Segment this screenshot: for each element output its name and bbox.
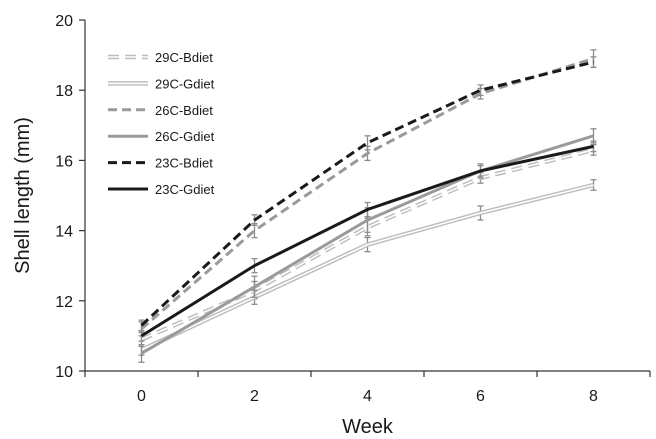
y-tick-label: 18 (55, 83, 73, 100)
legend-item: 23C-Bdiet (108, 156, 213, 171)
series-line (140, 134, 594, 355)
y-tick-label: 14 (55, 224, 73, 241)
x-tick-label: 2 (250, 388, 259, 405)
y-tick-label: 12 (55, 294, 73, 311)
series-line (140, 60, 594, 327)
series-line-inner (141, 184, 594, 351)
legend: 29C-Bdiet 29C-Gdiet 26C-Bdiet 26C-Gdiet 23C-… (108, 50, 215, 197)
x-tick-label: 4 (363, 388, 372, 405)
legend-label: 29C-Bdiet (155, 50, 213, 65)
legend-item: 26C-Gdiet (108, 129, 215, 144)
x-tick-label: 6 (476, 388, 485, 405)
x-tick-label: 0 (137, 388, 146, 405)
y-tick-label: 10 (55, 364, 73, 381)
legend-label: 23C-Bdiet (155, 156, 213, 171)
legend-item: 23C-Gdiet (108, 182, 215, 197)
legend-label: 29C-Gdiet (155, 76, 215, 91)
series-layer (138, 49, 597, 363)
legend-item: 26C-Bdiet (108, 103, 213, 118)
y-tick-label: 20 (55, 13, 73, 30)
legend-label: 23C-Gdiet (155, 182, 215, 197)
x-tick-label: 8 (589, 388, 598, 405)
legend-label: 26C-Gdiet (155, 129, 215, 144)
x-axis-title: Week (342, 416, 394, 438)
legend-item: 29C-Gdiet (108, 76, 215, 91)
axes (84, 20, 650, 372)
series-line-inner (141, 149, 594, 341)
y-axis-title: Shell length (mm) (12, 117, 34, 274)
ticks: 10 12 14 16 18 20 0 2 4 6 8 (55, 13, 651, 405)
series-line (140, 144, 594, 338)
legend-label: 26C-Bdiet (155, 103, 213, 118)
legend-item: 29C-Bdiet (108, 50, 213, 65)
series-23C-Gdiet (138, 140, 597, 342)
y-tick-label: 16 (55, 153, 73, 170)
